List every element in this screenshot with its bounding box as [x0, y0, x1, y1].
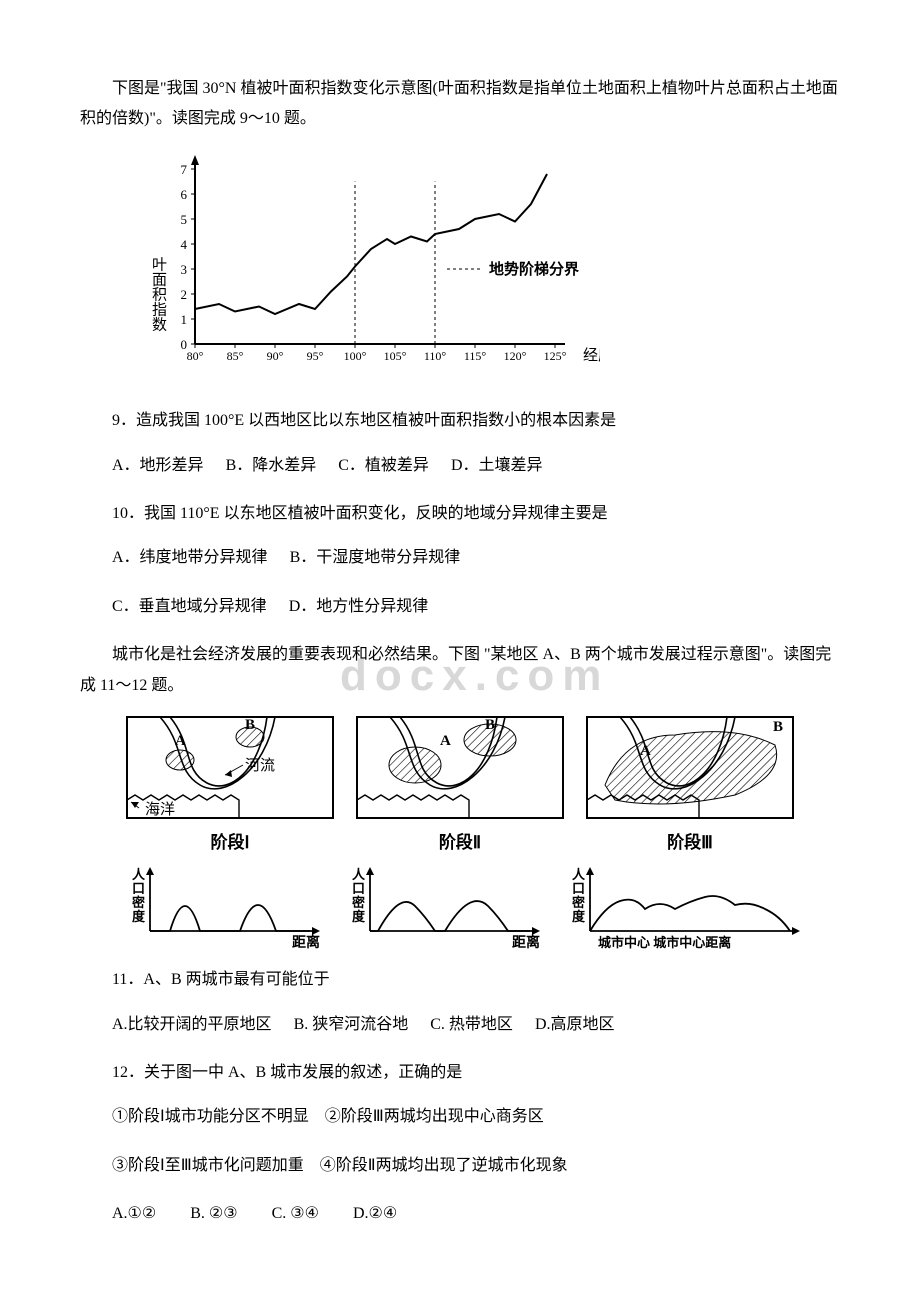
q11-options: A.比较开阔的平原地区 B. 狭窄河流谷地 C. 热带地区 D.高原地区 — [80, 1010, 840, 1040]
svg-text:A: A — [175, 733, 186, 749]
q9-opt-a[interactable]: A．地形差异 — [112, 457, 204, 474]
svg-text:100°: 100° — [344, 349, 367, 363]
svg-text:地势阶梯分界: 地势阶梯分界 — [489, 260, 579, 278]
stage-2-label: 阶段Ⅱ — [350, 827, 570, 859]
svg-text:3: 3 — [181, 262, 188, 277]
q11-opt-b[interactable]: B. 狭窄河流谷地 — [294, 1016, 409, 1033]
svg-text:度: 度 — [352, 909, 366, 924]
svg-text:1: 1 — [181, 312, 188, 327]
q12-opt-c[interactable]: C. ③④ — [272, 1205, 319, 1222]
svg-text:A: A — [640, 743, 651, 759]
svg-text:90°: 90° — [267, 349, 284, 363]
q10-opt-c[interactable]: C．垂直地域分异规律 — [112, 598, 267, 615]
svg-text:125°: 125° — [544, 349, 567, 363]
svg-text:110°: 110° — [424, 349, 447, 363]
q12-line1: ①阶段Ⅰ城市功能分区不明显 ②阶段Ⅲ两城均出现中心商务区 — [80, 1102, 840, 1132]
svg-text:115°: 115° — [464, 349, 487, 363]
q10-options-line1: A．纬度地带分异规律 B．干湿度地带分异规律 — [80, 543, 840, 573]
svg-text:海洋: 海洋 — [145, 801, 175, 818]
q9-opt-c[interactable]: C．植被差异 — [338, 457, 429, 474]
svg-text:叶面积指数: 叶面积指数 — [150, 256, 167, 331]
svg-text:B: B — [773, 719, 783, 735]
svg-text:5: 5 — [181, 212, 188, 227]
density-2: 人口密度距离 — [340, 861, 550, 951]
svg-text:经度: 经度 — [583, 347, 600, 364]
density-1: 人口密度距离 — [120, 861, 330, 951]
density-curves: 人口密度距离 人口密度距离 人口密度城市中心 城市中心距离 — [120, 861, 800, 951]
intro-2: 城市化是社会经济发展的重要表现和必然结果。下图 "某地区 A、B 两个城市发展过… — [80, 640, 840, 701]
svg-text:2: 2 — [181, 287, 188, 302]
q12-stem: 12．关于图一中 A、B 城市发展的叙述，正确的是 — [80, 1058, 840, 1088]
q9-options: A．地形差异 B．降水差异 C．植被差异 D．土壤差异 — [80, 451, 840, 481]
stage-3-map: AB — [585, 715, 795, 825]
stage-1-map: A B 河流海洋 — [125, 715, 335, 825]
q11-opt-d[interactable]: D.高原地区 — [535, 1016, 615, 1033]
q9-opt-b[interactable]: B．降水差异 — [226, 457, 317, 474]
svg-text:人: 人 — [352, 867, 366, 882]
svg-text:A: A — [440, 733, 451, 749]
q9-stem: 9．造成我国 100°E 以西地区比以东地区植被叶面积指数小的根本因素是 — [80, 406, 840, 436]
svg-text:4: 4 — [181, 237, 188, 252]
q11-opt-a[interactable]: A.比较开阔的平原地区 — [112, 1016, 272, 1033]
q10-opt-a[interactable]: A．纬度地带分异规律 — [112, 549, 268, 566]
q12-line2: ③阶段Ⅰ至Ⅲ城市化问题加重 ④阶段Ⅱ两城均出现了逆城市化现象 — [80, 1151, 840, 1181]
q12-opt-d[interactable]: D.②④ — [353, 1205, 397, 1222]
stage-1-label: 阶段Ⅰ — [120, 827, 340, 859]
density-3: 人口密度城市中心 城市中心距离 — [560, 861, 810, 951]
q10-opt-b[interactable]: B．干湿度地带分异规律 — [290, 549, 461, 566]
svg-text:B: B — [245, 717, 255, 733]
intro-1: 下图是"我国 30°N 植被叶面积指数变化示意图(叶面积指数是指单位土地面积上植… — [80, 74, 840, 135]
svg-text:B: B — [485, 717, 495, 733]
svg-text:口: 口 — [132, 881, 145, 896]
q11-stem: 11．A、B 两城市最有可能位于 — [80, 965, 840, 995]
q9-opt-d[interactable]: D．土壤差异 — [451, 457, 543, 474]
svg-text:85°: 85° — [227, 349, 244, 363]
svg-text:人: 人 — [132, 867, 146, 882]
svg-text:6: 6 — [181, 187, 188, 202]
svg-text:距离: 距离 — [292, 934, 320, 951]
q12-options: A.①② B. ②③ C. ③④ D.②④ — [80, 1199, 840, 1229]
svg-text:7: 7 — [181, 162, 188, 177]
q12-opt-a[interactable]: A.①② — [112, 1205, 156, 1222]
stage-3-label: 阶段Ⅲ — [580, 827, 800, 859]
svg-text:河流: 河流 — [245, 757, 275, 774]
svg-text:距离: 距离 — [512, 934, 540, 951]
q10-options-line2: C．垂直地域分异规律 D．地方性分异规律 — [80, 592, 840, 622]
svg-text:105°: 105° — [384, 349, 407, 363]
svg-text:95°: 95° — [307, 349, 324, 363]
svg-text:度: 度 — [132, 909, 146, 924]
svg-text:密: 密 — [131, 895, 145, 910]
q11-opt-c[interactable]: C. 热带地区 — [430, 1016, 513, 1033]
svg-text:密: 密 — [351, 895, 365, 910]
leaf-area-chart: 0123456780°85°90°95°100°105°110°115°120°… — [140, 149, 840, 390]
svg-text:120°: 120° — [504, 349, 527, 363]
q10-stem: 10．我国 110°E 以东地区植被叶面积变化，反映的地域分异规律主要是 — [80, 499, 840, 529]
svg-text:城市中心 城市中心距离: 城市中心 城市中心距离 — [598, 935, 731, 950]
urbanization-stages: AB河流海洋 阶段Ⅰ AB 阶段Ⅱ AB 阶段Ⅲ — [120, 715, 800, 859]
svg-text:口: 口 — [352, 881, 365, 896]
q10-opt-d[interactable]: D．地方性分异规律 — [289, 598, 429, 615]
svg-text:密: 密 — [571, 895, 585, 910]
q12-opt-b[interactable]: B. ②③ — [190, 1205, 237, 1222]
svg-text:80°: 80° — [187, 349, 204, 363]
svg-text:度: 度 — [572, 909, 586, 924]
svg-text:人: 人 — [572, 867, 586, 882]
svg-text:口: 口 — [572, 881, 585, 896]
stage-2-map: AB — [355, 715, 565, 825]
